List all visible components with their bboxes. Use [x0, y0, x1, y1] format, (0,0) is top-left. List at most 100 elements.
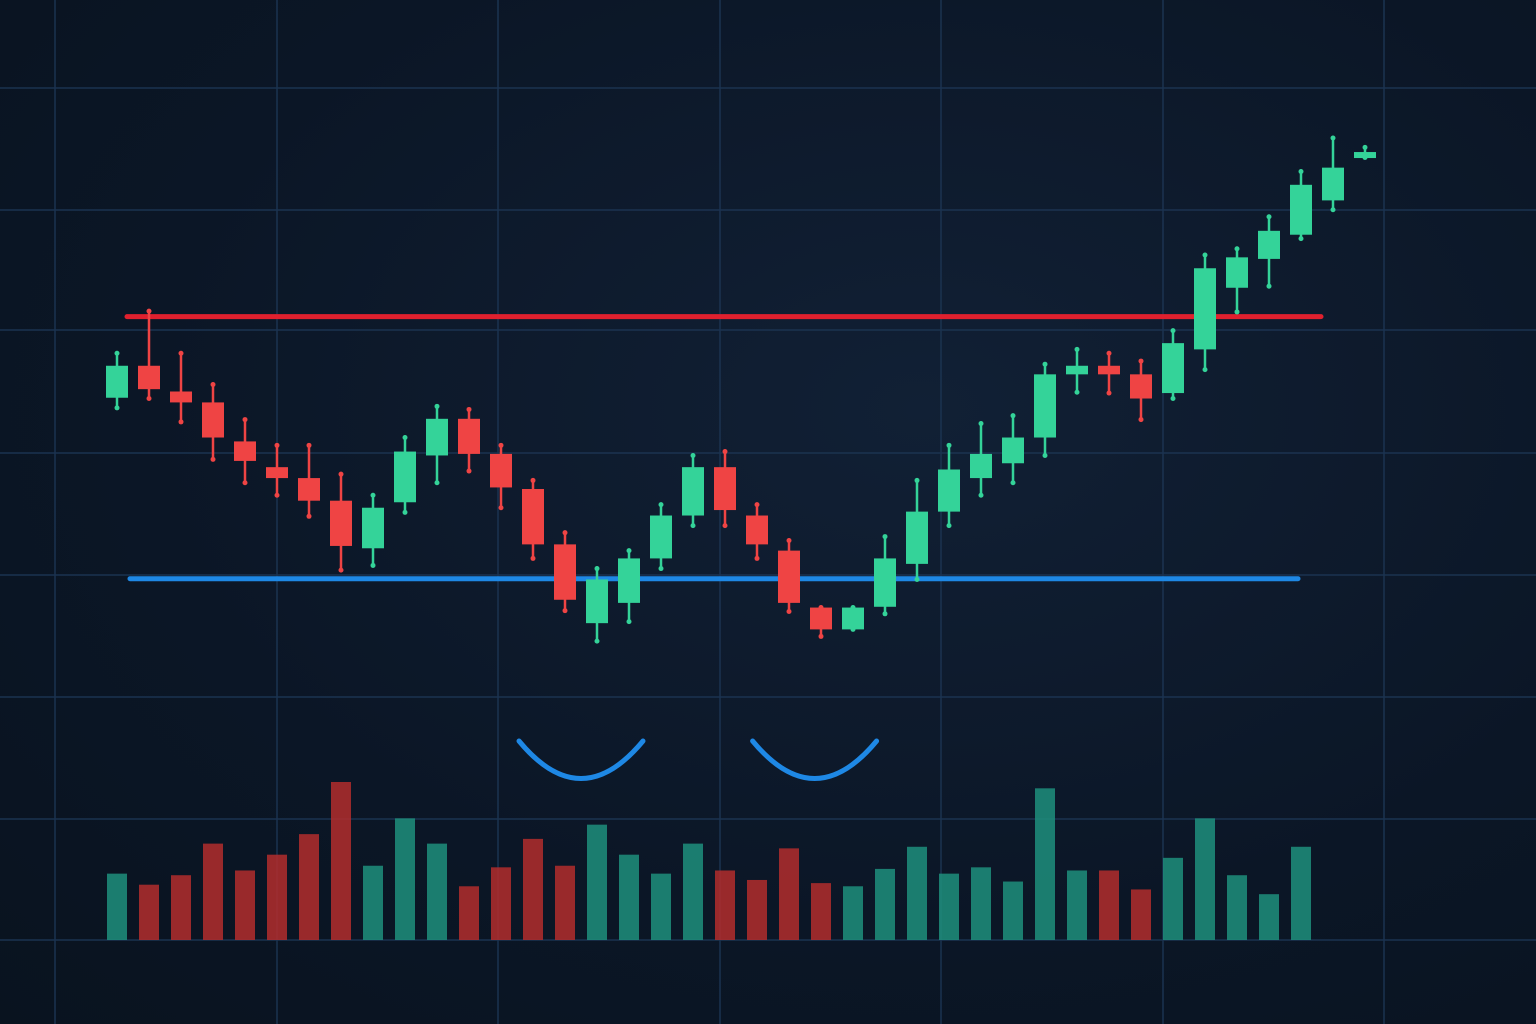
candle-wick-tip — [1362, 144, 1368, 150]
candle-wick-tip — [594, 638, 600, 644]
candle-body — [106, 365, 128, 398]
volume-bar — [1259, 894, 1279, 940]
volume-bar — [683, 843, 703, 940]
volume-bar — [875, 868, 895, 940]
candle-body — [426, 418, 448, 456]
candle-body — [618, 558, 640, 603]
volume-bar — [1131, 889, 1151, 940]
candle-wick-tip — [1330, 135, 1336, 141]
candle-wick-tip — [882, 534, 888, 540]
candle-wick-tip — [1298, 169, 1304, 175]
candle — [1226, 246, 1248, 315]
candle-wick-tip — [658, 502, 664, 508]
volume-bar — [779, 848, 799, 940]
candle-wick-tip — [178, 350, 184, 356]
candle-body — [522, 489, 544, 545]
volume-bar — [363, 865, 383, 940]
volume-bar — [651, 873, 671, 940]
candle-wick-tip — [754, 555, 760, 561]
volume-bar — [1195, 818, 1215, 940]
candle-body — [938, 469, 960, 512]
candle — [650, 502, 672, 572]
candle-body — [298, 478, 320, 501]
candle-wick-tip — [114, 405, 120, 411]
candle — [1290, 169, 1312, 242]
volume-bar — [267, 854, 287, 940]
volume-bar — [459, 886, 479, 940]
candle-wick-tip — [242, 417, 248, 423]
candles — [106, 135, 1376, 644]
candle-wick-tip — [306, 442, 312, 448]
candle-wick-tip — [1266, 283, 1272, 289]
candle-wick-tip — [1330, 207, 1336, 213]
volume-bar — [907, 846, 927, 940]
candle-body — [138, 365, 160, 390]
candle-wick-tip — [530, 555, 536, 561]
candle-body — [1066, 365, 1088, 375]
candle-body — [170, 391, 192, 403]
volume-bar — [939, 873, 959, 940]
candle-body — [458, 418, 480, 454]
volume-bar — [491, 867, 511, 940]
candle — [522, 477, 544, 561]
candle — [138, 308, 160, 402]
candle-wick-tip — [1298, 236, 1304, 242]
candle-body — [714, 467, 736, 511]
candle-body — [842, 607, 864, 630]
volume-bar — [299, 834, 319, 940]
candle — [842, 605, 864, 632]
candle — [1130, 358, 1152, 423]
candle-wick-tip — [434, 403, 440, 409]
candle-wick-tip — [1042, 452, 1048, 458]
candle — [874, 534, 896, 617]
volume-bar — [395, 818, 415, 940]
candle-wick-tip — [338, 567, 344, 573]
candle — [1066, 346, 1088, 395]
candle — [810, 605, 832, 639]
volume-bar — [331, 782, 351, 940]
volume-bar — [523, 838, 543, 940]
volume-bar — [971, 867, 991, 940]
candle — [1034, 361, 1056, 458]
candle-body — [266, 467, 288, 479]
candle — [330, 471, 352, 573]
candle-wick-tip — [1266, 214, 1272, 220]
candle — [1002, 413, 1024, 486]
candle-wick-tip — [786, 537, 792, 543]
volume-bar — [587, 824, 607, 940]
candle-body — [650, 515, 672, 559]
candle-wick-tip — [1234, 309, 1240, 315]
candle-wick-tip — [1138, 417, 1144, 423]
candle-wick-tip — [498, 442, 504, 448]
volume-bar — [171, 875, 191, 940]
candle-body — [362, 507, 384, 549]
candle — [906, 477, 928, 582]
candle-wick-tip — [1106, 390, 1112, 396]
candle — [266, 442, 288, 498]
candle-wick-tip — [722, 523, 728, 529]
volume-bar — [1035, 788, 1055, 940]
candle-wick-tip — [1074, 346, 1080, 352]
candle — [1098, 350, 1120, 396]
volume-bar — [1291, 846, 1311, 940]
candle-wick-tip — [594, 566, 600, 572]
candle-wick-tip — [370, 562, 376, 568]
candle-wick-tip — [882, 611, 888, 617]
volume-bar — [107, 873, 127, 940]
volume-bar — [715, 870, 735, 940]
volume-bar — [427, 843, 447, 940]
candle — [1258, 214, 1280, 289]
candle — [586, 566, 608, 644]
volume-bar — [1067, 870, 1087, 940]
candle-wick-tip — [914, 576, 920, 582]
candle — [490, 442, 512, 511]
candle-body — [906, 511, 928, 564]
volume-bar — [235, 870, 255, 940]
candle — [938, 442, 960, 529]
candle-body — [1034, 374, 1056, 438]
candle — [714, 449, 736, 529]
candle-body — [1002, 437, 1024, 464]
candle-wick-tip — [146, 308, 152, 314]
candle-wick-tip — [210, 456, 216, 462]
